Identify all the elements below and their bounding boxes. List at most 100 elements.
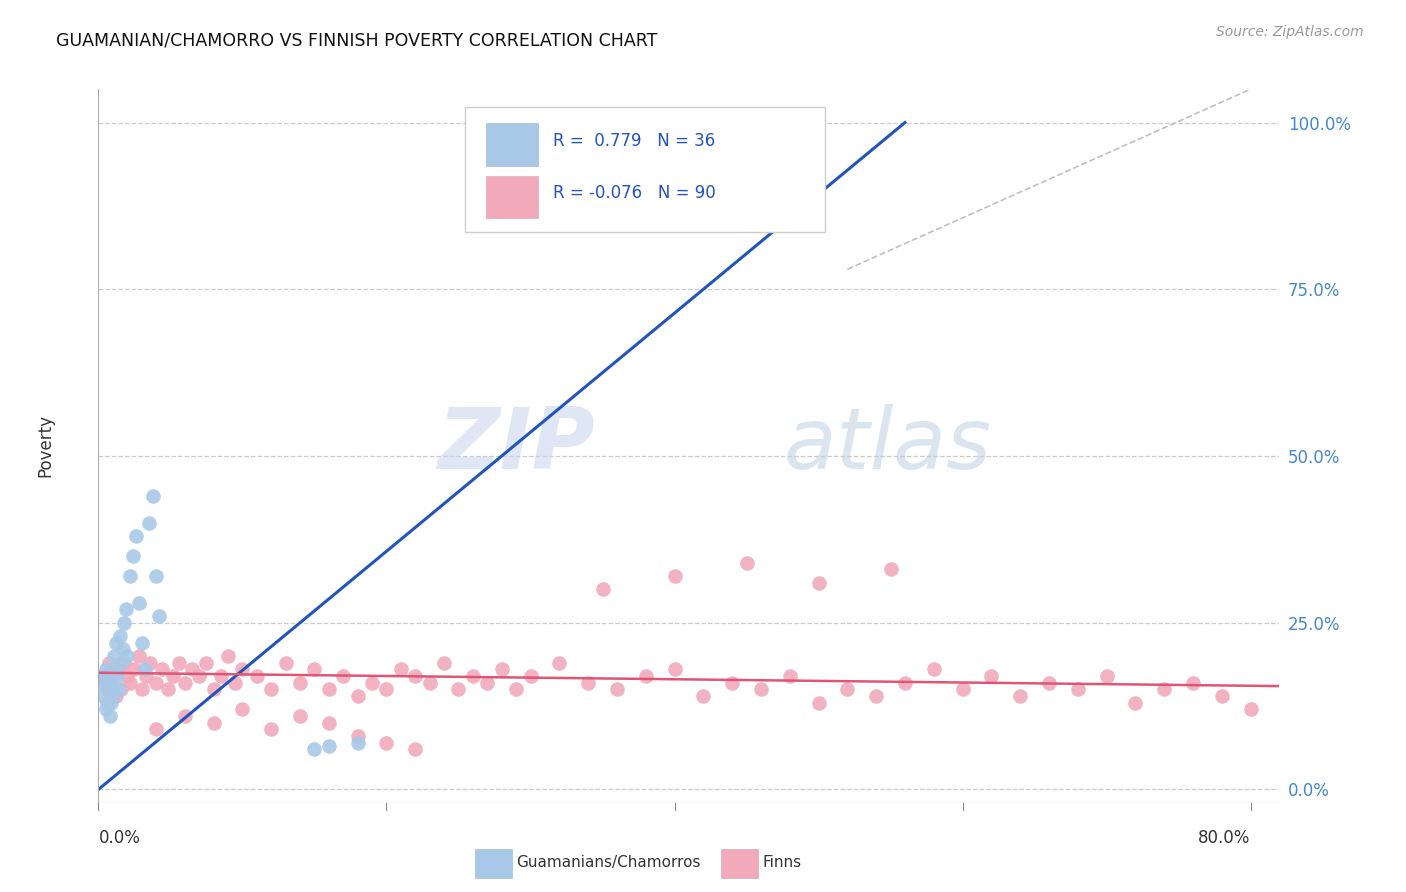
Point — [461, 669, 484, 683]
Point — [114, 602, 136, 616]
Point — [202, 682, 225, 697]
Point — [188, 669, 211, 683]
Point — [103, 649, 125, 664]
Point — [304, 742, 326, 756]
Point — [101, 669, 124, 683]
Point — [980, 669, 1002, 683]
Point — [664, 662, 686, 676]
Point — [98, 709, 121, 723]
Point — [779, 669, 801, 683]
Point — [105, 669, 128, 683]
Point — [91, 689, 114, 703]
Point — [419, 675, 441, 690]
Point — [145, 723, 167, 737]
Point — [100, 682, 122, 697]
Point — [98, 675, 121, 690]
Point — [195, 656, 218, 670]
Point — [288, 709, 311, 723]
Point — [721, 675, 744, 690]
Point — [148, 609, 170, 624]
Point — [447, 682, 470, 697]
Point — [131, 636, 153, 650]
Point — [124, 662, 146, 676]
Point — [150, 662, 173, 676]
Point — [304, 662, 326, 676]
Point — [97, 656, 120, 670]
Point — [138, 516, 160, 530]
Text: 0.0%: 0.0% — [98, 830, 141, 847]
Point — [865, 689, 887, 703]
Text: GUAMANIAN/CHAMORRO VS FINNISH POVERTY CORRELATION CHART: GUAMANIAN/CHAMORRO VS FINNISH POVERTY CO… — [56, 31, 658, 49]
Point — [576, 675, 599, 690]
Point — [606, 682, 628, 697]
Point — [274, 656, 297, 670]
Point — [491, 662, 513, 676]
Point — [122, 549, 145, 563]
Point — [692, 689, 714, 703]
Point — [922, 662, 945, 676]
Point — [404, 669, 426, 683]
Point — [749, 682, 772, 697]
Point — [145, 569, 167, 583]
Text: Poverty: Poverty — [37, 415, 55, 477]
Point — [112, 656, 135, 670]
Point — [112, 615, 135, 630]
Point — [433, 656, 456, 670]
Point — [101, 662, 124, 676]
Point — [217, 649, 239, 664]
Point — [231, 702, 253, 716]
Point — [477, 675, 499, 690]
Point — [346, 729, 368, 743]
Point — [389, 662, 412, 676]
Point — [135, 669, 157, 683]
Point — [231, 662, 253, 676]
FancyBboxPatch shape — [486, 123, 537, 166]
Point — [1067, 682, 1090, 697]
Text: 80.0%: 80.0% — [1198, 830, 1251, 847]
Point — [505, 682, 527, 697]
Point — [375, 736, 398, 750]
Point — [104, 689, 127, 703]
Point — [128, 649, 150, 664]
Point — [167, 656, 190, 670]
Point — [94, 675, 117, 690]
Point — [91, 669, 114, 683]
Text: R = -0.076   N = 90: R = -0.076 N = 90 — [553, 184, 716, 202]
Point — [209, 669, 232, 683]
Text: Guamanians/Chamorros: Guamanians/Chamorros — [516, 855, 700, 870]
Point — [111, 642, 134, 657]
Point — [97, 669, 120, 683]
Point — [260, 682, 283, 697]
Text: R =  0.779   N = 36: R = 0.779 N = 36 — [553, 132, 716, 150]
Point — [1182, 675, 1205, 690]
Point — [346, 689, 368, 703]
Point — [1211, 689, 1233, 703]
Point — [1038, 675, 1060, 690]
Point — [181, 662, 204, 676]
Point — [145, 675, 167, 690]
Point — [162, 669, 184, 683]
Point — [120, 675, 142, 690]
Point — [735, 556, 758, 570]
Point — [807, 575, 830, 590]
Point — [404, 742, 426, 756]
Point — [90, 675, 112, 690]
Point — [134, 662, 156, 676]
Point — [202, 715, 225, 730]
Point — [139, 656, 162, 670]
FancyBboxPatch shape — [464, 107, 825, 232]
Point — [318, 682, 340, 697]
Point — [807, 696, 830, 710]
Point — [519, 669, 541, 683]
Point — [156, 682, 179, 697]
Point — [110, 682, 132, 697]
Point — [375, 682, 398, 697]
Point — [592, 582, 614, 597]
Text: ZIP: ZIP — [437, 404, 595, 488]
Point — [107, 662, 129, 676]
Point — [104, 636, 127, 650]
Point — [260, 723, 283, 737]
Point — [332, 669, 354, 683]
Point — [173, 675, 195, 690]
Point — [110, 656, 132, 670]
